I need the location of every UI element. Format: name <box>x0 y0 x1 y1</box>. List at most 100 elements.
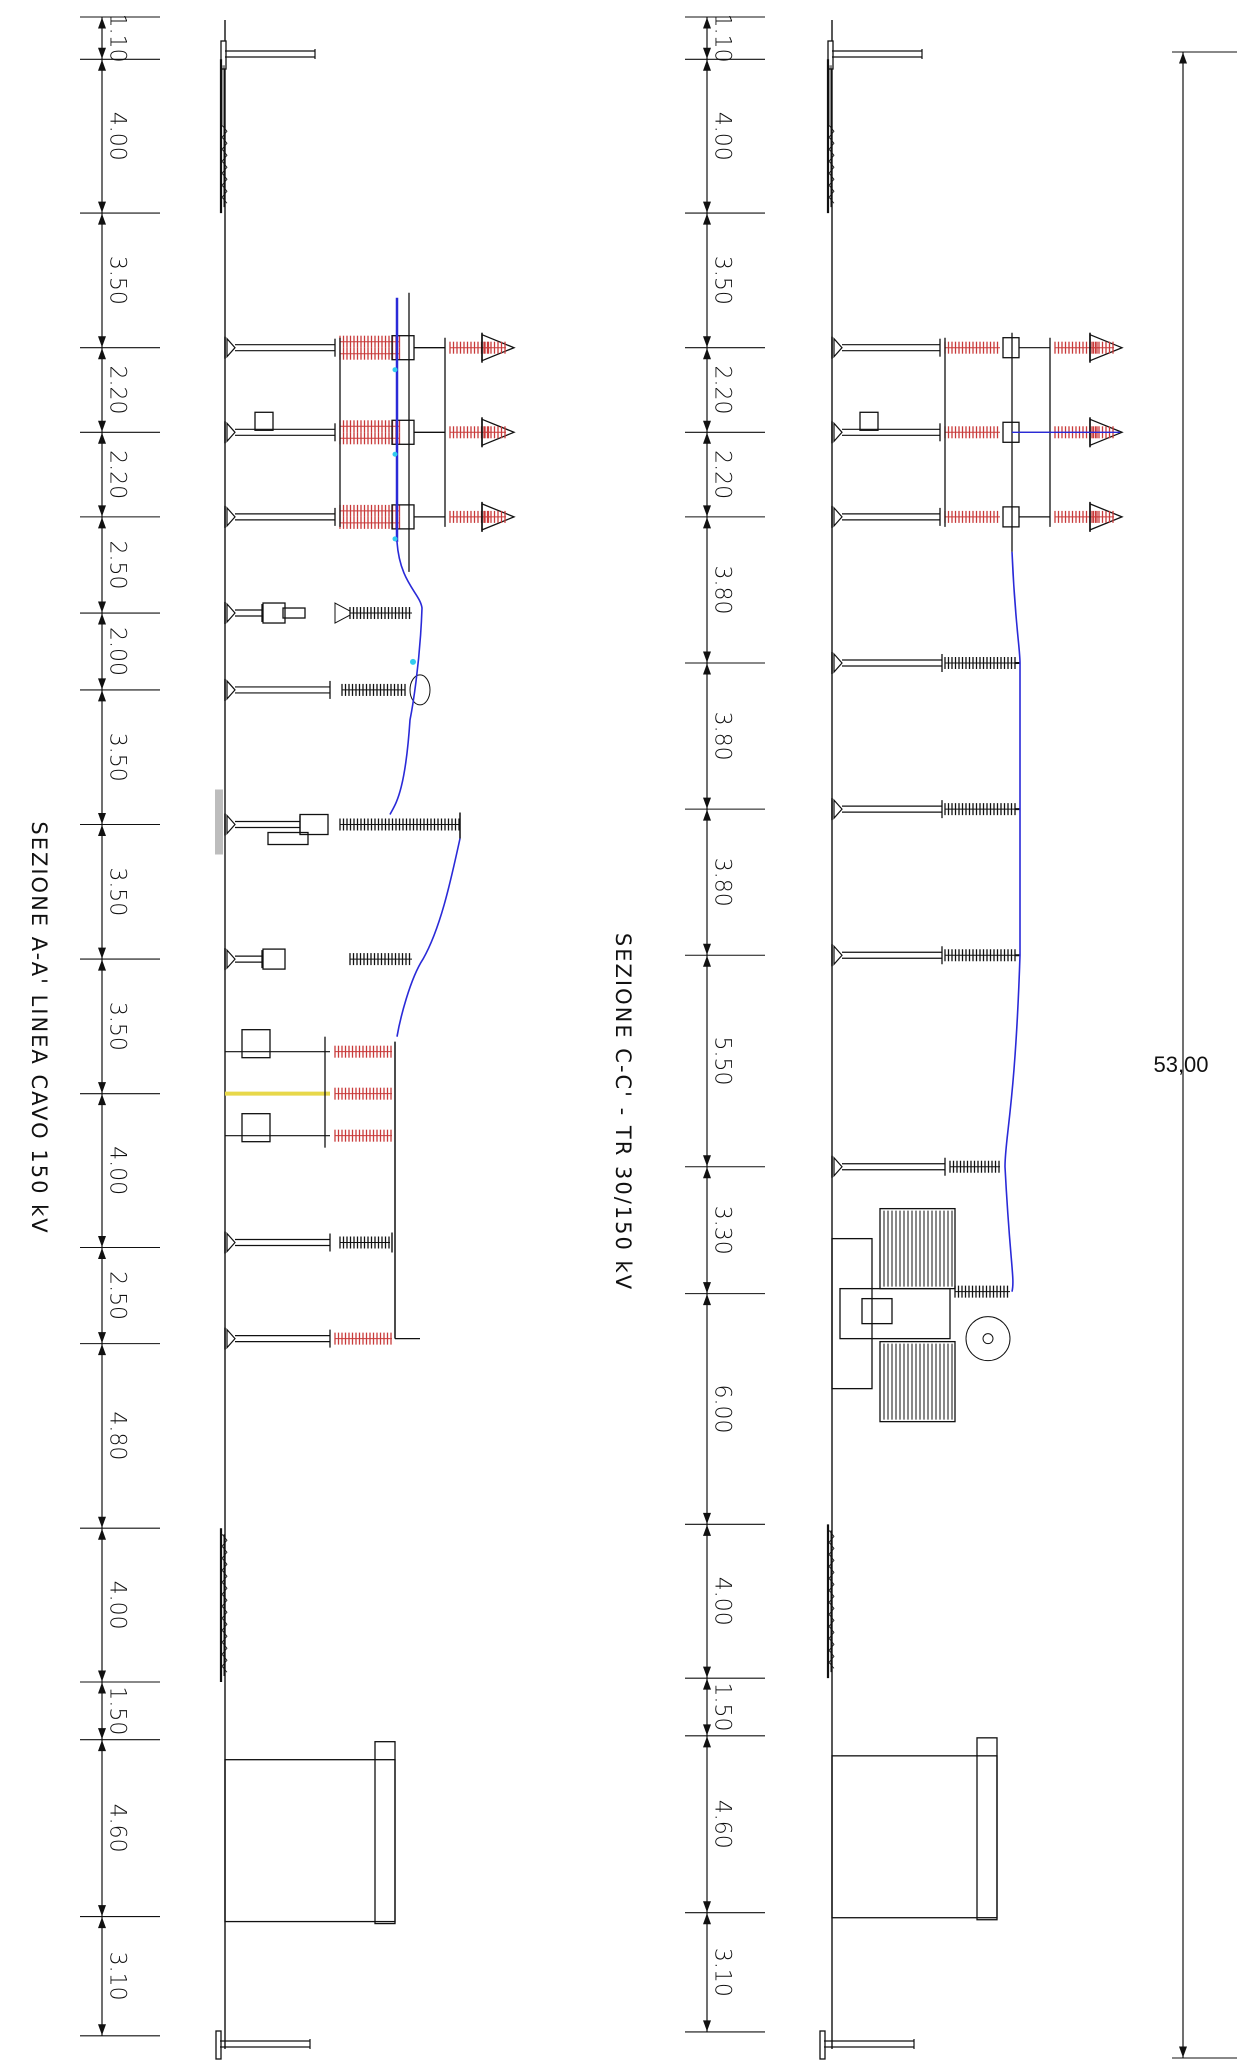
dimension-arrowhead <box>703 651 711 663</box>
dimension-arrowhead <box>703 1666 711 1678</box>
clamp-marker <box>392 536 398 542</box>
support-base <box>226 337 236 359</box>
transformer-base <box>831 1237 873 1390</box>
dimension-label: 2.00 <box>105 627 130 676</box>
dimension-arrowhead <box>703 1512 711 1524</box>
dimension-arrowhead <box>1179 2046 1187 2058</box>
dimension-arrowhead <box>98 1682 106 1694</box>
operating-box <box>241 1113 271 1143</box>
dimension-label: 4.00 <box>105 1581 130 1630</box>
dimension-chain-c: 1.10 4.00 3.50 2.20 2.20 3.80 3.80 3.80 5.50 3.30… <box>685 14 765 2033</box>
dimension-label: 3.10 <box>710 1948 735 1997</box>
equipment-support <box>831 652 943 675</box>
dimension-arrowhead <box>703 348 711 360</box>
motor-box <box>859 411 879 431</box>
dimension-label: 3.50 <box>105 256 130 305</box>
gate-post <box>819 2030 826 2060</box>
dimension-arrowhead <box>703 1524 711 1536</box>
breaker-flange <box>334 602 351 624</box>
voltage-transformer-a <box>224 1231 393 1254</box>
breaker-a2 <box>224 948 412 971</box>
breaker-a <box>224 602 412 625</box>
dimension-arrowhead <box>98 813 106 825</box>
section-a-layout <box>215 20 516 2060</box>
equipment-support <box>224 1231 331 1254</box>
building-wall <box>831 1755 998 1919</box>
dimension-arrowhead <box>98 1235 106 1247</box>
dimension-arrowhead <box>703 1901 711 1913</box>
section-c-title: SEZIONE C-C' - TR 30/150 kV <box>611 933 635 1291</box>
dimension-label: 4.00 <box>105 112 130 161</box>
dimension-arrowhead <box>703 213 711 225</box>
dimension-arrowhead <box>703 1155 711 1167</box>
dimension-label: 1.50 <box>710 1683 735 1732</box>
dimension-label: 1.10 <box>710 14 735 63</box>
disconnector-head <box>1002 337 1020 359</box>
dimension-label: 5.50 <box>710 1037 735 1086</box>
building-wall <box>224 1759 396 1923</box>
dimension-arrowhead <box>703 1167 711 1179</box>
cable-terminal-a <box>215 789 461 855</box>
dimension-arrowhead <box>703 809 711 821</box>
dimension-arrowhead <box>703 1678 711 1690</box>
busbar-support <box>224 336 336 359</box>
disconnector-head <box>1002 506 1020 528</box>
busbar-support <box>831 505 941 528</box>
dimension-arrowhead <box>98 1728 106 1740</box>
ground-block <box>215 789 223 855</box>
current-transformer-a <box>224 658 431 706</box>
dimension-arrowhead <box>98 959 106 971</box>
support-base <box>833 1156 843 1178</box>
dimension-label: 2.50 <box>105 540 130 589</box>
dimension-arrowhead <box>98 1094 106 1106</box>
dimension-arrowhead <box>703 1294 711 1306</box>
dimension-arrowhead <box>98 1528 106 1540</box>
dimension-label: 3.80 <box>710 712 735 761</box>
dimension-chain-a: 1.10 4.00 3.50 2.20 2.20 2.50 2.00 3.50 3.50 3.50… <box>80 14 160 2037</box>
post-insulators-c <box>831 652 1020 967</box>
building-wall <box>976 1737 998 1921</box>
terminal-box <box>299 813 329 836</box>
building-wall <box>374 1741 396 1925</box>
dimension-arrowhead <box>98 2024 106 2036</box>
busbar-support <box>224 505 336 528</box>
dimension-arrowhead <box>98 825 106 837</box>
dimension-label: 3.30 <box>710 1206 735 1255</box>
dimension-arrowhead <box>98 59 106 71</box>
dimension-label: 2.20 <box>710 450 735 499</box>
main-conductor <box>1004 551 1021 1292</box>
dimension-arrowhead <box>98 1332 106 1344</box>
dimension-arrowhead <box>703 505 711 517</box>
dimension-arrowhead <box>98 1516 106 1528</box>
dimension-arrowhead <box>98 348 106 360</box>
dimension-arrowhead <box>703 47 711 59</box>
equipment-support <box>224 1327 331 1350</box>
power-transformer-c <box>831 1207 1011 1423</box>
main-conductor <box>389 541 461 1037</box>
dimension-label: 3.80 <box>710 858 735 907</box>
dimension-arrowhead <box>703 59 711 71</box>
support-base <box>833 944 843 966</box>
dimension-arrowhead <box>703 420 711 432</box>
equipment-support <box>224 948 263 971</box>
terminal-box <box>267 831 309 846</box>
dimension-arrowhead <box>98 336 106 348</box>
dimension-arrowhead <box>703 2020 711 2032</box>
busbar-portal-a <box>224 292 516 572</box>
dimension-arrowhead <box>703 1282 711 1294</box>
support-base <box>833 652 843 674</box>
gate-post <box>215 2030 222 2060</box>
support-base <box>226 1328 236 1350</box>
support-base <box>833 506 843 528</box>
dimension-arrowhead <box>98 47 106 59</box>
dimension-arrowhead <box>703 201 711 213</box>
dimension-arrowhead <box>98 1917 106 1929</box>
dimension-arrowhead <box>98 432 106 444</box>
dimension-arrowhead <box>703 1913 711 1925</box>
dimension-label: 2.20 <box>105 366 130 415</box>
dimension-arrowhead <box>703 17 711 29</box>
dimension-arrowhead <box>98 1082 106 1094</box>
dimension-label: 3.50 <box>105 1002 130 1051</box>
dimension-label: 4.00 <box>710 1577 735 1626</box>
busbar-support <box>831 336 941 359</box>
